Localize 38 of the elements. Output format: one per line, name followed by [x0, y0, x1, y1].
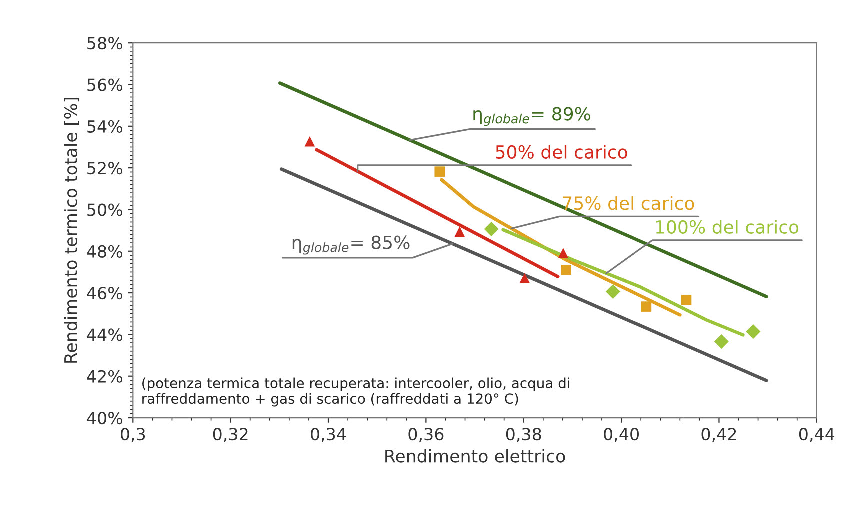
point — [454, 226, 466, 237]
x-tick-label: 0,44 — [799, 428, 835, 442]
point — [746, 324, 761, 340]
text: 100% del carico — [656, 220, 799, 234]
y-tick-label: 48% — [87, 245, 123, 258]
point — [558, 248, 569, 258]
point — [641, 302, 652, 312]
text: 75% del carico — [563, 196, 694, 210]
y-tick-label: 52% — [88, 162, 123, 175]
x-tick-label: 0,38 — [506, 428, 542, 442]
y-tick-label: 58% — [88, 37, 123, 50]
point — [681, 294, 692, 306]
point — [434, 166, 446, 177]
y-tick-label: 40% — [87, 412, 123, 425]
y-tick-label: 54% — [88, 120, 123, 133]
series-label: η$_{globale}$= 85% — [292, 236, 410, 255]
y-axis-title: Rendimento termico totale [%] — [64, 98, 80, 363]
x-tick-label: 0,3 — [120, 428, 146, 442]
point — [304, 136, 316, 147]
point — [714, 334, 729, 350]
annotation: (potenza termica totale recuperata: intercooler, olio, acqua di raffreddamento + gas di scarico (raffreddati a 120° C) — [142, 378, 570, 407]
text: η$_{globale}$= 89% — [474, 107, 590, 126]
y-tick-label: 46% — [87, 287, 123, 300]
point — [520, 273, 530, 284]
x-tick-label: 0,32 — [213, 428, 248, 442]
x-tick-label: 0,36 — [408, 428, 444, 442]
y-tick-label: 50% — [88, 204, 123, 216]
point — [484, 222, 499, 237]
y-tick-label: 44% — [87, 328, 123, 342]
y-tick-label: 42% — [87, 370, 123, 383]
x-tick-label: 0,34 — [311, 428, 346, 442]
text: 50% del carico — [496, 145, 628, 160]
point — [561, 264, 572, 276]
x-tick-label: 0,42 — [702, 428, 736, 442]
x-axis-title: Rendimento elettrico — [386, 449, 566, 463]
point — [606, 284, 621, 300]
y-tick-label: 56% — [88, 78, 123, 92]
x-tick-label: 0,40 — [604, 428, 639, 442]
